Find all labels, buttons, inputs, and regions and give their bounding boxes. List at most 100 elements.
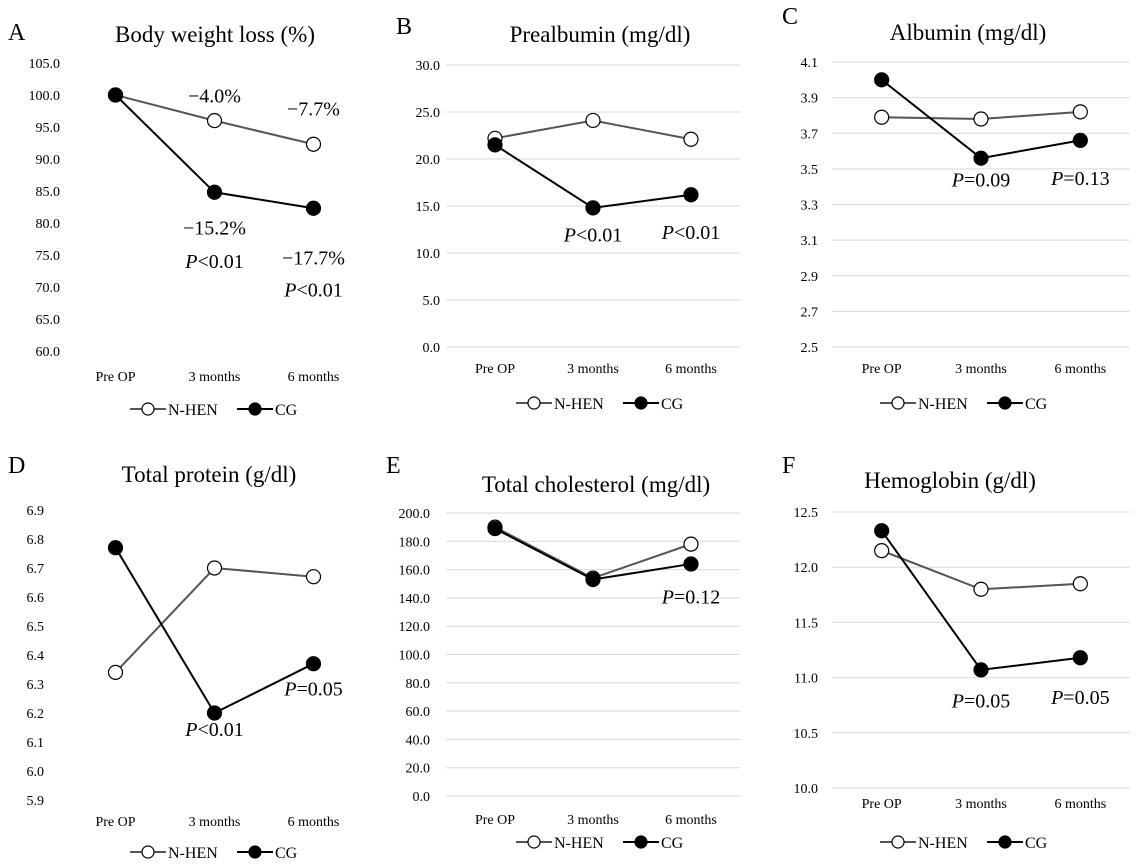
x-tick-label: 6 months — [288, 370, 340, 385]
y-tick-label: 11.0 — [794, 672, 818, 687]
y-tick-label: 2.5 — [801, 341, 819, 356]
y-tick-label: 75.0 — [36, 249, 61, 264]
x-tick-label: 3 months — [955, 362, 1007, 377]
data-point-n-hen — [1072, 576, 1088, 592]
y-tick-label: 70.0 — [36, 281, 61, 296]
y-tick-label: 4.1 — [801, 56, 819, 71]
x-tick-label: 3 months — [567, 362, 619, 377]
data-point-cg — [487, 520, 503, 537]
legend-marker-cg — [634, 396, 648, 410]
legend-label-n-hen: N-HEN — [918, 396, 968, 413]
data-point-cg — [973, 150, 989, 166]
legend-label-cg: CG — [661, 835, 684, 852]
y-tick-label: 140.0 — [399, 592, 431, 607]
legend-label-cg: CG — [275, 402, 298, 419]
legend-marker-n-hen — [527, 835, 541, 849]
data-point-n-hen — [874, 543, 890, 559]
y-tick-label: 80.0 — [406, 677, 431, 692]
chart-title: Body weight loss (%) — [115, 22, 315, 47]
y-tick-label: 60.0 — [36, 345, 61, 360]
data-point-cg — [683, 187, 699, 203]
legend-label-cg: CG — [275, 845, 298, 862]
series-line-n-hen — [114, 566, 314, 674]
y-tick-label: 20.0 — [406, 762, 431, 777]
y-tick-label: 11.5 — [794, 616, 818, 631]
y-tick-label: 3.1 — [801, 234, 819, 249]
x-tick-label: 6 months — [1054, 797, 1106, 812]
y-tick-label: 120.0 — [399, 620, 431, 635]
legend-marker-n-hen — [527, 396, 541, 410]
data-point-n-hen — [683, 536, 699, 552]
x-tick-label: Pre OP — [475, 362, 515, 377]
chart-panel-a: A Body weight loss (%) 60.0 65.0 70.0 75.0 80.… — [8, 20, 345, 419]
y-tick-label: 3.7 — [801, 127, 819, 142]
data-point-cg — [683, 556, 699, 572]
chart-title: Hemoglobin (g/dl) — [864, 468, 1036, 493]
series-line-cg — [880, 530, 1081, 671]
data-point-cg — [206, 705, 223, 721]
legend-marker-cg — [248, 402, 262, 416]
legend-marker-cg — [248, 845, 262, 859]
y-tick-label: 12.5 — [794, 506, 819, 521]
y-tick-label: 95.0 — [36, 121, 61, 136]
chart-panel-d: D Total protein (g/dl) 5.9 6.0 6.1 6.2 6.3 6.4 6… — [8, 453, 343, 862]
y-tick-label: 2.7 — [801, 305, 819, 320]
y-tick-label: 6.3 — [27, 678, 45, 693]
annotation: P<0.01 — [184, 719, 244, 741]
x-tick-label: 3 months — [189, 815, 241, 830]
y-tick-label: 6.6 — [27, 591, 45, 606]
x-tick-label: 6 months — [288, 815, 340, 830]
data-point-n-hen — [305, 569, 322, 585]
data-point-cg — [305, 200, 322, 216]
data-point-cg — [1072, 132, 1088, 148]
data-point-cg — [874, 523, 890, 539]
y-tick-label: 20.0 — [416, 153, 441, 168]
data-point-cg — [1072, 650, 1088, 666]
y-tick-label: 3.5 — [801, 163, 819, 178]
y-tick-label: 10.5 — [794, 727, 819, 742]
legend-label-n-hen: N-HEN — [554, 835, 604, 852]
chart-title: Total protein (g/dl) — [122, 462, 297, 487]
x-tick-label: 3 months — [955, 797, 1007, 812]
y-tick-label: 5.9 — [27, 794, 45, 809]
series-line-cg — [494, 144, 692, 209]
annotation: P=0.09 — [951, 170, 1011, 192]
data-point-n-hen — [107, 664, 124, 681]
panel-letter: E — [386, 453, 401, 479]
y-tick-label: 3.3 — [801, 199, 819, 214]
data-point-n-hen — [1072, 104, 1088, 120]
y-tick-label: 10.0 — [416, 247, 441, 262]
x-tick-label: 6 months — [665, 362, 717, 377]
y-tick-label: 90.0 — [36, 153, 61, 168]
y-tick-label: 105.0 — [29, 57, 61, 72]
y-tick-label: 5.0 — [423, 294, 441, 309]
y-tick-label: 200.0 — [399, 507, 431, 522]
annotation: P=0.05 — [283, 679, 343, 701]
chart-panel-e: E Total cholesterol (mg/dl) 0.0 20.0 40.0 60.… — [386, 453, 740, 852]
legend-label-n-hen: N-HEN — [918, 835, 968, 852]
y-tick-label: 40.0 — [406, 733, 431, 748]
y-tick-label: 180.0 — [399, 535, 431, 550]
data-point-cg — [973, 662, 989, 678]
chart-title: Albumin (mg/dl) — [890, 20, 1047, 45]
legend-label-n-hen: N-HEN — [168, 402, 218, 419]
annotation: −17.7% — [282, 248, 345, 270]
chart-title: Total cholesterol (mg/dl) — [482, 472, 710, 497]
data-point-cg — [107, 540, 124, 556]
panel-letter: B — [396, 14, 412, 40]
annotation: −15.2% — [183, 218, 246, 240]
data-point-cg — [305, 656, 322, 672]
y-tick-label: 6.2 — [27, 707, 45, 722]
y-tick-label: 10.0 — [794, 782, 819, 797]
y-tick-label: 6.8 — [27, 533, 45, 548]
annotation: P=0.05 — [1050, 687, 1110, 709]
x-tick-label: 6 months — [665, 813, 717, 828]
y-tick-label: 6.4 — [27, 649, 45, 664]
data-point-n-hen — [305, 136, 322, 152]
legend-label-cg: CG — [1025, 835, 1048, 852]
y-tick-label: 0.0 — [413, 790, 431, 805]
y-tick-label: 6.0 — [27, 765, 45, 780]
y-tick-label: 12.0 — [794, 561, 819, 576]
data-point-n-hen — [973, 111, 989, 127]
